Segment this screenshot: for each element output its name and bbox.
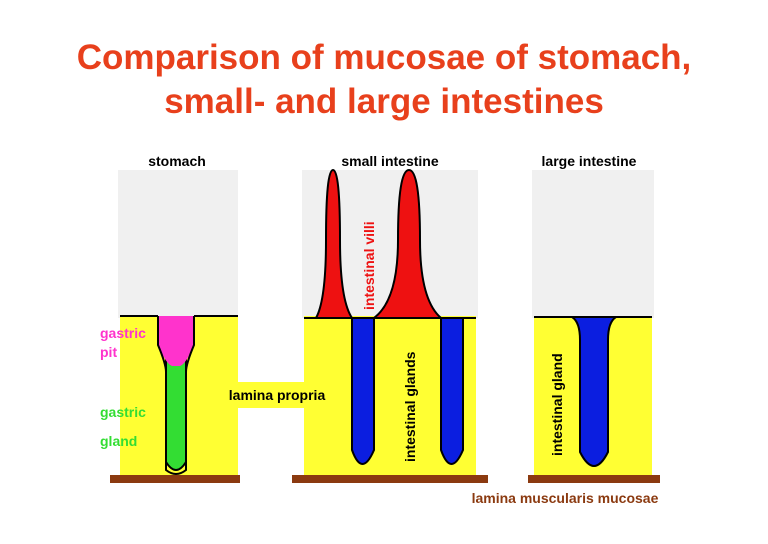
intestinal-villus-2 <box>371 168 444 319</box>
title-line-2: small- and large intestines <box>164 82 604 121</box>
stomach-gland-outline <box>157 316 195 475</box>
intestinal-gland-1 <box>351 317 375 465</box>
label-lamina-muscularis-mucosae: lamina muscularis mucosae <box>472 490 659 506</box>
large-intestine-muscularis <box>528 475 660 483</box>
stomach-muscularis <box>110 475 240 483</box>
gastric-gland <box>165 359 187 471</box>
large-intestine-block <box>528 316 660 483</box>
column-label-stomach: stomach <box>148 153 206 169</box>
intestinal-gland-2 <box>440 317 464 465</box>
large-intestinal-gland <box>568 316 620 467</box>
intestinal-villus-1 <box>314 168 354 319</box>
label-gastric-pit-line1: gastric <box>100 325 146 341</box>
column-label-small-intestine: small intestine <box>341 153 438 169</box>
label-intestinal-villi: intestinal villi <box>361 221 377 310</box>
small-intestine-muscularis <box>292 475 488 483</box>
gastric-pit <box>158 316 194 366</box>
label-gastric-pit-line2: pit <box>100 344 117 360</box>
label-gastric-gland-line2: gland <box>100 433 137 449</box>
slide-title: Comparison of mucosae of stomach, small-… <box>0 36 768 124</box>
label-gastric-gland-line1: gastric <box>100 404 146 420</box>
label-intestinal-gland: intestinal gland <box>549 353 565 456</box>
label-lamina-propria: lamina propria <box>229 387 326 403</box>
stomach-shading <box>118 170 238 318</box>
label-intestinal-glands: intestinal glands <box>402 351 418 462</box>
large-intestine-shading <box>532 170 654 318</box>
title-line-1: Comparison of mucosae of stomach, <box>76 38 692 77</box>
column-label-large-intestine: large intestine <box>542 153 637 169</box>
lamina-propria-label-bg <box>218 382 338 408</box>
